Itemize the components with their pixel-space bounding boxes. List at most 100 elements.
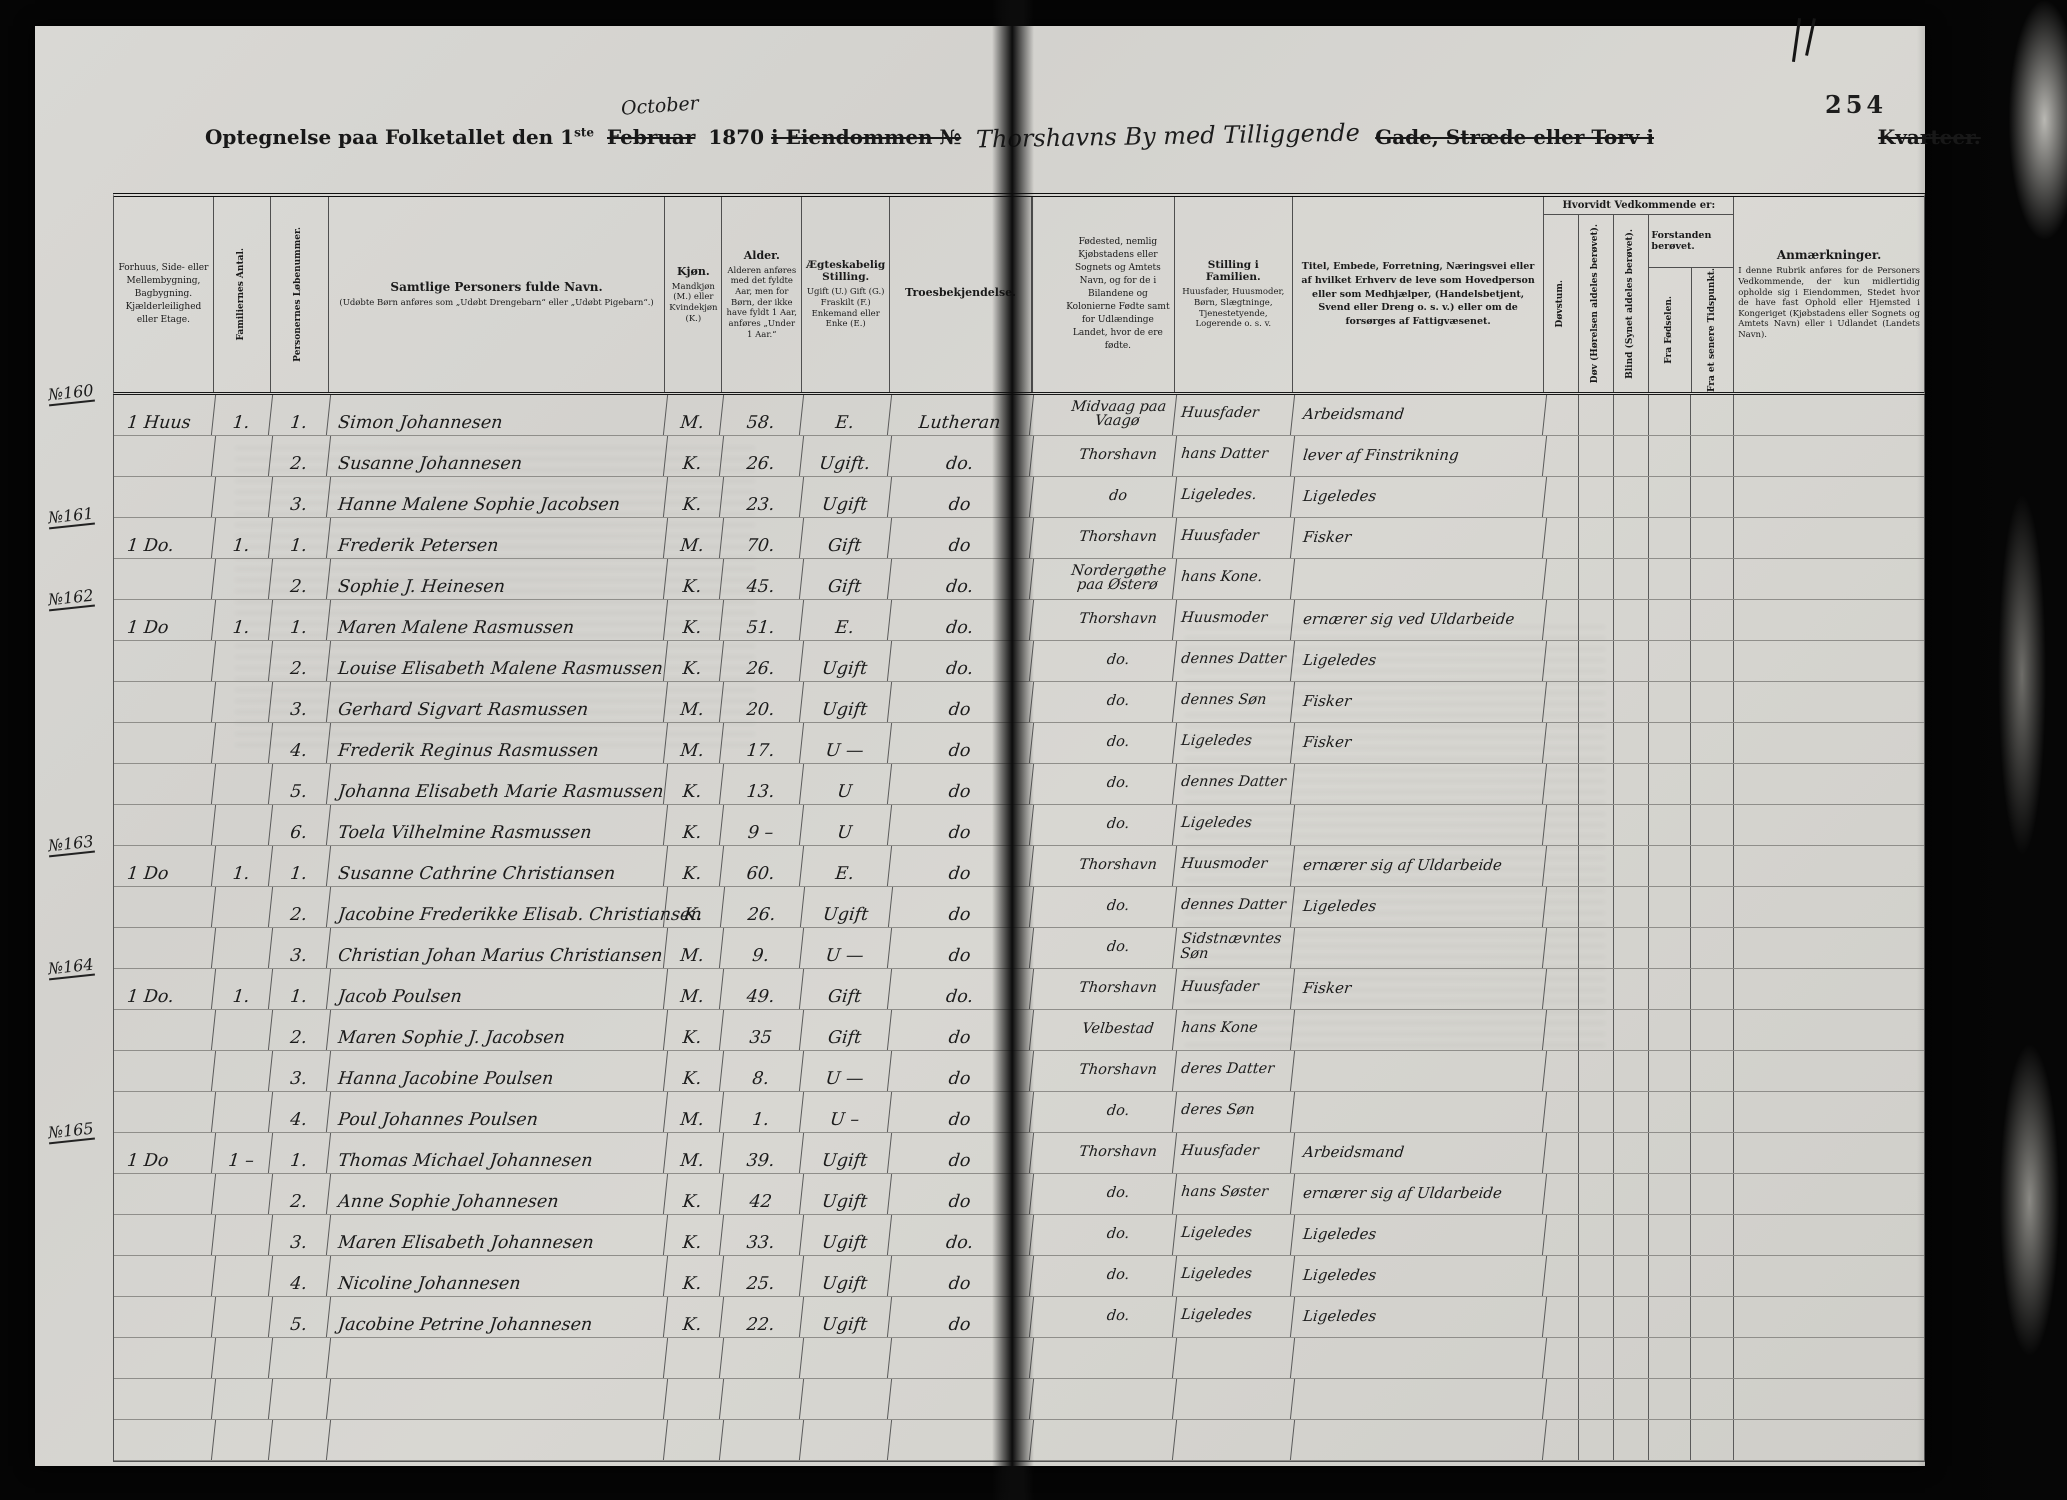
cell-name: Johanna Elisabeth Marie Rasmussen: [326, 764, 668, 804]
cell-name: Christian Johan Marius Christiansen: [326, 928, 668, 968]
cell-marital: U: [800, 764, 893, 804]
cell-empty: [1579, 518, 1615, 558]
cell-birthplace: [1059, 1420, 1177, 1460]
cell-birthplace: Nordergøthe paa Østerø: [1059, 559, 1177, 599]
house-number-label: №160: [47, 380, 95, 407]
table-row: 2. Sophie J. Heinesen K. 45. Gift do. Nordergø…: [111, 559, 1924, 600]
cell-empty: [1734, 1379, 1924, 1419]
cell-empty: [1579, 1338, 1615, 1378]
cell-sex: K.: [663, 641, 725, 681]
cell-empty: [1544, 1092, 1580, 1132]
cell-empty: [1649, 723, 1692, 763]
cell-marital: Gift: [800, 559, 893, 599]
table-row: [111, 1338, 1924, 1379]
cell-name: [326, 1379, 668, 1419]
cell-empty: [1734, 723, 1924, 763]
cell-empty: [1544, 682, 1580, 722]
cell-empty: [1734, 969, 1924, 1009]
cell-house: [111, 477, 217, 517]
cell-religion: do.: [888, 1215, 1035, 1255]
cell-occupation: [1290, 1379, 1547, 1419]
cell-name: Frederik Reginus Rasmussen: [326, 723, 668, 763]
gutter-spacer: [1031, 197, 1062, 392]
cell-empty: [1691, 1338, 1735, 1378]
cell-religion: do: [888, 1174, 1035, 1214]
cell-empty: [1614, 846, 1650, 886]
header-building: Forhuus, Side- eller Mellembygning, Bagb…: [114, 197, 214, 392]
cell-occupation: [1290, 1051, 1547, 1091]
cell-age: [720, 1379, 805, 1419]
cell-empty: [1614, 1051, 1650, 1091]
cell-occupation: Ligeledes: [1290, 1215, 1547, 1255]
cell-house: 1 Do: [111, 1133, 217, 1173]
cell-occupation: ernærer sig af Uldarbeide: [1290, 1174, 1547, 1214]
cell-empty: [1649, 600, 1692, 640]
cell-house: [111, 436, 217, 476]
cell-birthplace: do.: [1059, 1215, 1177, 1255]
form-title: Optegnelse paa Folketallet den 1ste Octo…: [205, 92, 1981, 153]
cell-empty: [1544, 1297, 1580, 1337]
cell-empty: [1734, 1215, 1924, 1255]
cell-empty: [1649, 1215, 1692, 1255]
struck-quarter-label: Kvarteer.: [1877, 125, 1981, 149]
cell-occupation: [1290, 559, 1547, 599]
cell-empty: [1614, 1133, 1650, 1173]
cell-marital: Ugift: [800, 1174, 893, 1214]
cell-empty: [1734, 928, 1924, 968]
cell-empty: [1691, 518, 1735, 558]
cell-birthplace: Midvaag paa Vaagø: [1059, 395, 1177, 435]
header-insanity-group: Forstanden berøvet. Fra Fødselen. Fra et…: [1649, 215, 1734, 392]
cell-empty: [1032, 1133, 1062, 1173]
cell-marital: Ugift: [800, 1297, 893, 1337]
cell-house: [111, 1379, 217, 1419]
cell-age: 58.: [720, 395, 805, 435]
cell-empty: [1649, 1297, 1692, 1337]
cell-empty: [1032, 805, 1062, 845]
table-row: №163 1 Do 1. 1. Susanne Cathrine Christianse…: [47, 831, 1924, 887]
cell-birthplace: Thorshavn: [1059, 1133, 1177, 1173]
house-number-label: №162: [47, 585, 95, 612]
cell-name: Nicoline Johannesen: [326, 1256, 668, 1296]
cell-fam: [211, 1051, 273, 1091]
cell-empty: [1579, 846, 1615, 886]
cell-empty: [1032, 1338, 1062, 1378]
cell-age: 20.: [720, 682, 805, 722]
cell-empty: [1544, 1420, 1580, 1460]
table-row: 2. Anne Sophie Johannesen K. 42 Ugift do do. ha…: [111, 1174, 1924, 1215]
cell-fam: [211, 1256, 273, 1296]
cell-birthplace: Thorshavn: [1059, 436, 1177, 476]
cell-age: 23.: [720, 477, 805, 517]
house-number-label: №163: [47, 831, 95, 858]
cell-empty: [1734, 1174, 1924, 1214]
header-religion: Troesbekjendelse.: [890, 197, 1032, 392]
cell-occupation: [1290, 928, 1547, 968]
cell-fam: [211, 1174, 273, 1214]
cell-age: 39.: [720, 1133, 805, 1173]
table-row: 5. Jacobine Petrine Johannesen K. 22. Ugift d…: [111, 1297, 1924, 1338]
cell-age: 26.: [720, 887, 805, 927]
cell-marital: Gift: [800, 1010, 893, 1050]
cell-empty: [1691, 1010, 1735, 1050]
cell-fam: [211, 1379, 273, 1419]
cell-empty: [1691, 1420, 1735, 1460]
cell-empty: [1544, 600, 1580, 640]
cell-religion: do.: [888, 641, 1035, 681]
cell-house: [111, 682, 217, 722]
cell-empty: [1579, 1010, 1615, 1050]
cell-sex: K.: [663, 1174, 725, 1214]
cell-fam: [211, 1010, 273, 1050]
cell-empty: [1691, 764, 1735, 804]
cell-pno: [268, 1420, 331, 1460]
cell-pno: 2.: [268, 559, 331, 599]
cell-religion: do: [888, 1297, 1035, 1337]
cell-empty: [1579, 1133, 1615, 1173]
cell-fam: 1.: [211, 600, 273, 640]
cell-age: 42: [720, 1174, 805, 1214]
cell-religion: do: [888, 723, 1035, 763]
cell-empty: [1032, 1092, 1062, 1132]
cell-occupation: [1290, 1420, 1547, 1460]
cell-sex: M.: [663, 1133, 725, 1173]
cell-empty: [1579, 1256, 1615, 1296]
cell-empty: [1614, 1338, 1650, 1378]
